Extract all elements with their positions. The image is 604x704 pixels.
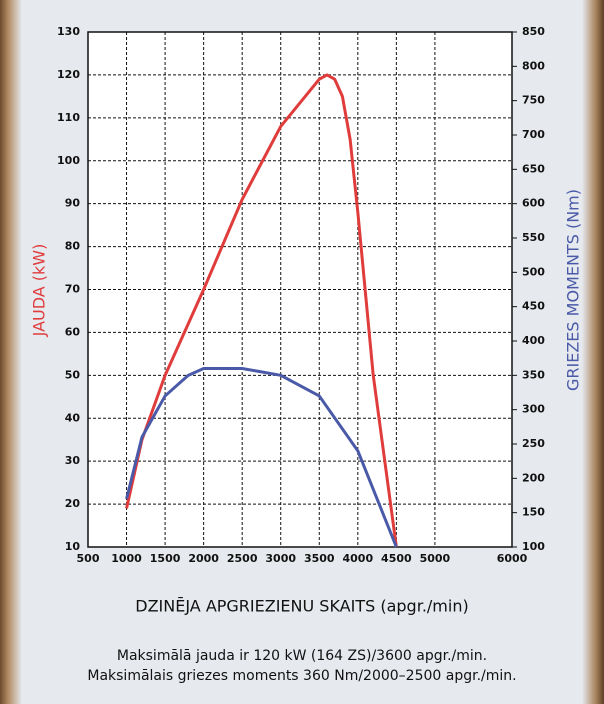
note: Maksimālais griezes moments 360 Nm/2000–…	[87, 668, 516, 684]
y2-tick-label: 600	[522, 197, 545, 210]
y-tick-label: 30	[65, 454, 81, 467]
x-tick-label: 2500	[227, 552, 258, 565]
y2-tick-label: 200	[522, 471, 545, 484]
y-tick-label: 50	[65, 368, 81, 381]
y2-tick-label: 150	[522, 506, 545, 519]
y2-axis-label: GRIEZES MOMENTS (Nm)	[564, 189, 583, 391]
y2-tick-label: 100	[522, 540, 545, 553]
y-axis-label: JAUDA (kW)	[30, 244, 49, 338]
y2-tick-label: 750	[522, 94, 545, 107]
x-tick-label: 4000	[343, 552, 374, 565]
y-tick-label: 110	[57, 111, 80, 124]
y-tick-label: 120	[57, 68, 80, 81]
x-tick-label: 1000	[111, 552, 142, 565]
y2-tick-label: 550	[522, 231, 545, 244]
y-tick-label: 130	[57, 25, 80, 38]
x-tick-label: 500	[77, 552, 100, 565]
x-tick-label: 1500	[150, 552, 181, 565]
y2-tick-label: 850	[522, 25, 545, 38]
y-tick-label: 60	[65, 325, 81, 338]
y2-tick-label: 250	[522, 437, 545, 450]
chart: DZINĒJA APGRIEZIENU SKAITS (apgr./min) J…	[0, 0, 604, 700]
y2-tick-label: 450	[522, 300, 545, 313]
x-tick-label: 5000	[420, 552, 451, 565]
note: Maksimālā jauda ir 120 kW (164 ZS)/3600 …	[117, 648, 487, 664]
y2-tick-label: 800	[522, 59, 545, 72]
x-tick-label: 3000	[265, 552, 296, 565]
y-tick-label: 10	[65, 540, 81, 553]
x-tick-label: 6000	[497, 552, 528, 565]
y2-tick-label: 400	[522, 334, 545, 347]
y2-tick-label: 500	[522, 265, 545, 278]
y2-tick-label: 700	[522, 128, 545, 141]
y-tick-label: 90	[65, 197, 81, 210]
y-tick-label: 40	[65, 411, 81, 424]
page: {"chart_data": {"type": "line", "x_label…	[0, 0, 604, 700]
x-axis-label: DZINĒJA APGRIEZIENU SKAITS (apgr./min)	[135, 597, 468, 616]
y2-tick-label: 350	[522, 368, 545, 381]
y-tick-label: 80	[65, 240, 81, 253]
y-tick-label: 20	[65, 497, 81, 510]
x-tick-label: 2000	[188, 552, 219, 565]
y-tick-label: 70	[65, 283, 81, 296]
x-tick-label: 4500	[381, 552, 412, 565]
y2-tick-label: 300	[522, 403, 545, 416]
x-tick-label: 3500	[304, 552, 335, 565]
y2-tick-label: 650	[522, 162, 545, 175]
y-tick-label: 100	[57, 154, 80, 167]
